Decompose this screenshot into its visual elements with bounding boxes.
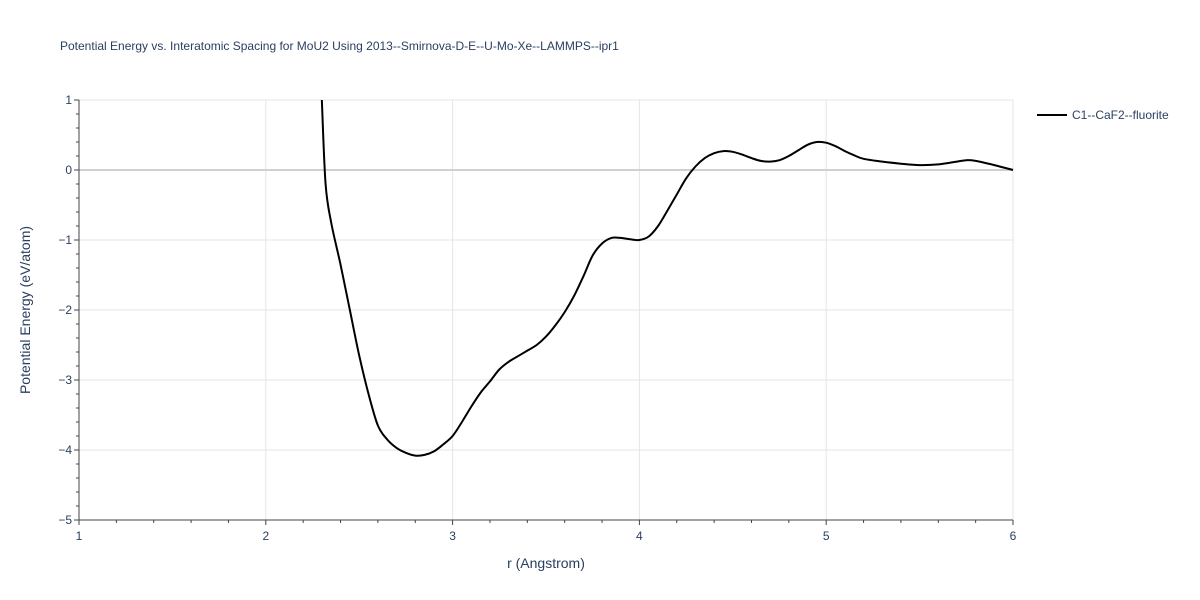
legend-label: C1--CaF2--fluorite bbox=[1072, 108, 1169, 122]
grid-lines bbox=[79, 99, 1014, 520]
x-tick-label: 6 bbox=[1010, 529, 1017, 543]
plot-area bbox=[320, 99, 1014, 457]
y-tick-label: −5 bbox=[58, 513, 72, 527]
x-axis-title: r (Angstrom) bbox=[507, 555, 585, 571]
chart-title: Potential Energy vs. Interatomic Spacing… bbox=[60, 39, 619, 53]
x-tick-label: 5 bbox=[823, 529, 830, 543]
y-tick-label: −3 bbox=[58, 373, 72, 387]
axes: 1 2 3 4 5 6 −5 −4 −3 −2 −1 0 1 bbox=[58, 93, 1016, 543]
y-tick-label: 0 bbox=[65, 163, 72, 177]
x-tick-label: 3 bbox=[449, 529, 456, 543]
y-tick-label: −2 bbox=[58, 303, 72, 317]
x-tick-label: 2 bbox=[262, 529, 269, 543]
y-tick-label: 1 bbox=[65, 93, 72, 107]
y-axis-title: Potential Energy (eV/atom) bbox=[17, 226, 33, 394]
x-tick-label: 4 bbox=[636, 529, 643, 543]
x-tick-label: 1 bbox=[76, 529, 83, 543]
y-tick-label: −1 bbox=[58, 233, 72, 247]
series-line bbox=[320, 99, 1014, 457]
legend[interactable]: C1--CaF2--fluorite bbox=[1037, 108, 1169, 122]
y-tick-label: −4 bbox=[58, 443, 72, 457]
